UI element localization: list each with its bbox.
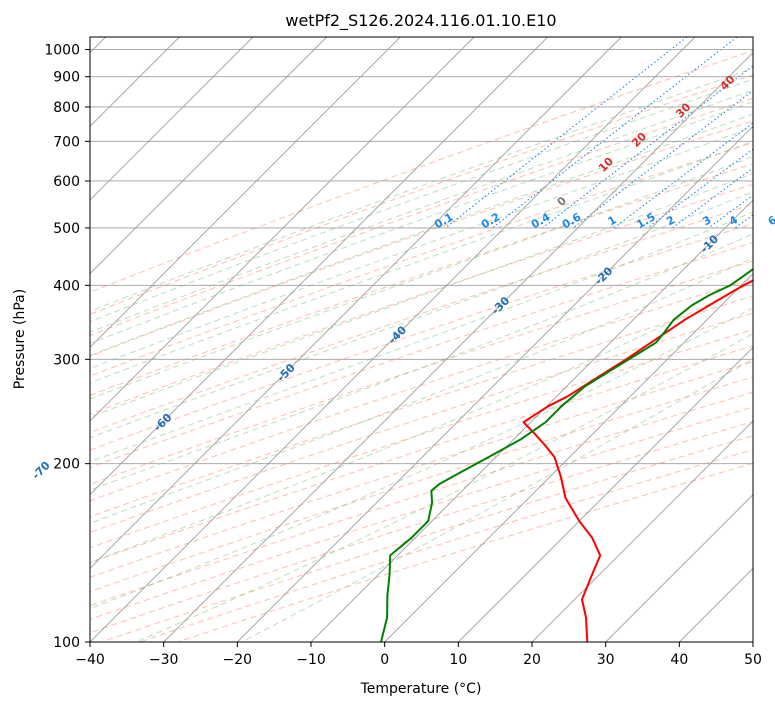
x-tick-label: −10	[296, 652, 326, 668]
isotherm-line	[90, 37, 327, 275]
mixing-ratio-line	[542, 65, 753, 229]
x-tick-label: −40	[75, 652, 105, 668]
y-tick-label: 500	[53, 221, 80, 237]
x-tick-label: 10	[449, 652, 467, 668]
isotherm-line	[90, 37, 696, 642]
moist-adiabat-line	[90, 113, 753, 357]
moist-adiabat-line	[90, 172, 753, 418]
dry-adiabat-line	[90, 163, 753, 396]
x-tick-label: 0	[380, 652, 389, 668]
temperature-profile-line	[522, 279, 753, 642]
mixing-ratio-line	[672, 167, 753, 229]
y-tick-label: 700	[53, 134, 80, 150]
moist-adiabat-line	[90, 257, 753, 524]
dewpoint-profile-line	[380, 267, 753, 642]
x-axis: −40 −30 −20 −10 0 10 20 30 40 50	[75, 642, 762, 668]
moist-adiabat-line	[135, 333, 753, 642]
isotherm-line	[90, 37, 622, 569]
dry-adiabat-line	[90, 97, 753, 337]
plot-frame	[89, 36, 754, 643]
x-tick-label: 40	[670, 652, 688, 668]
moist-adiabat-line	[90, 281, 753, 564]
y-tick-label: 300	[53, 352, 80, 368]
x-tick-label: 30	[597, 652, 615, 668]
y-tick-label: 200	[53, 457, 80, 473]
dry-adiabat-line	[90, 142, 753, 377]
y-tick-label: 900	[53, 70, 80, 86]
dry-adiabat-line	[90, 183, 753, 415]
y-axis-label: Pressure (hPa)	[12, 289, 28, 389]
isotherm-line	[90, 37, 548, 496]
moist-adiabat-line	[90, 233, 753, 491]
isotherm-line	[531, 420, 753, 642]
moist-adiabat-line	[90, 67, 753, 312]
isotherm-line	[90, 37, 401, 348]
mixing-ratio-label: 6	[766, 213, 775, 228]
dry-adiabat-line	[90, 361, 753, 578]
isotherm-line	[384, 273, 753, 642]
y-tick-label: 1000	[44, 43, 80, 59]
y-tick-label: 400	[53, 278, 80, 294]
dry-adiabat-line	[90, 278, 753, 502]
y-axis: 100 200 300 400 500 600 700 800 900 1000	[44, 43, 90, 651]
isotherm-line	[90, 37, 475, 422]
x-tick-label: −20	[223, 652, 253, 668]
x-axis-label: Temperature (°C)	[360, 681, 482, 697]
dry-adiabat-line	[90, 312, 753, 533]
isotherm-line	[458, 346, 753, 642]
moist-adiabat-line	[90, 78, 753, 323]
isotherm-line	[310, 199, 753, 642]
dry-adiabat-line	[90, 74, 753, 315]
moist-adiabat-line	[90, 156, 753, 400]
moist-adiabat-line	[90, 126, 753, 370]
moist-adiabat-line	[241, 358, 753, 642]
dry-adiabat-line	[90, 50, 753, 293]
mixing-ratio-line	[572, 90, 753, 229]
x-tick-label: −30	[149, 652, 179, 668]
y-tick-label: 600	[53, 174, 80, 190]
moist-adiabat-line	[90, 211, 753, 463]
isotherm-line	[237, 125, 753, 642]
profile-lines	[380, 267, 753, 642]
dry-adiabat-line	[90, 329, 753, 549]
chart-title: wetPf2_S126.2024.116.01.10.E10	[285, 11, 556, 31]
moist-adiabat-line	[90, 89, 753, 333]
dry-adiabat-line	[90, 223, 753, 451]
isotherm-line	[90, 37, 254, 201]
y-tick-label: 100	[53, 635, 80, 651]
isotherm-line	[163, 52, 753, 642]
x-tick-label: 50	[744, 652, 762, 668]
x-tick-label: 20	[523, 652, 541, 668]
isotherm-line	[605, 494, 753, 642]
dry-adiabat-line	[90, 391, 753, 607]
grid-lines	[90, 37, 753, 642]
y-tick-label: 800	[53, 100, 80, 116]
